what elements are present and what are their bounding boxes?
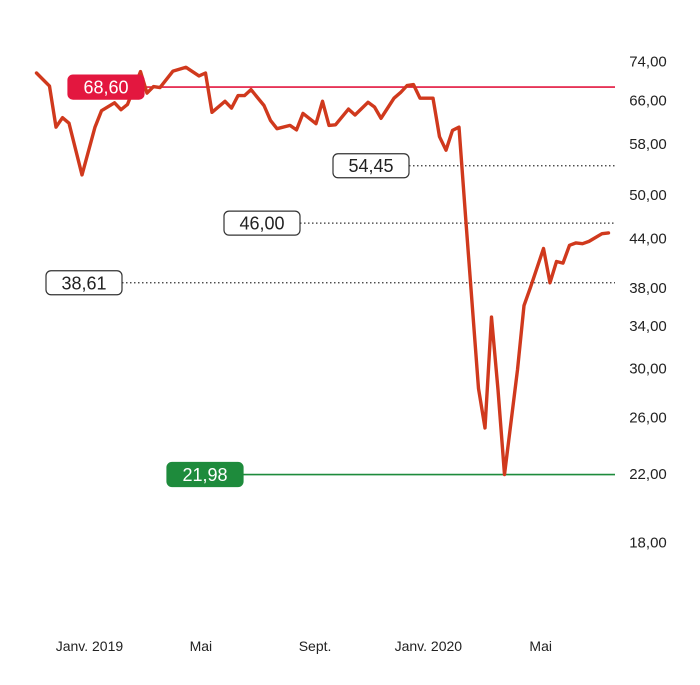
reference-label: 21,98 [182,465,227,485]
x-tick-label: Janv. 2019 [56,638,124,654]
series-layer [34,65,611,477]
y-tick-label: 44,00 [629,230,667,247]
reference-badge [45,270,123,296]
y-tick-label: 18,00 [629,535,667,552]
reference-label: 54,45 [348,156,393,176]
y-tick-label: 58,00 [629,136,667,153]
x-tick-label: Sept. [299,638,332,654]
y-tick-label: 30,00 [629,361,667,378]
reference-badge [67,74,145,100]
x-tick-label: Mai [190,638,213,654]
reference-badge [332,153,410,179]
y-tick-label: 66,00 [629,92,667,109]
x-axis: Janv. 2019 Mai Sept. Janv. 2020 Mai [56,638,552,654]
y-tick-label: 22,00 [629,466,667,483]
reference-badge [166,461,244,488]
y-tick-label: 50,00 [629,187,667,204]
y-axis: 74,00 66,00 58,00 50,00 44,00 38,00 34,00 30,00… [629,53,667,551]
reference-badge [223,210,301,236]
reference-label: 38,61 [61,273,106,293]
x-tick-label: Janv. 2020 [395,638,463,654]
reference-label: 68,60 [83,78,128,98]
y-tick-label: 74,00 [629,53,667,70]
reference-badges: 68,60 54,45 46,00 38,61 21,98 [45,74,410,488]
y-tick-label: 26,00 [629,409,667,426]
price-series-line [34,65,611,477]
x-tick-label: Mai [529,638,552,654]
reference-lines [106,86,615,476]
y-tick-label: 38,00 [629,280,667,297]
y-tick-label: 34,00 [629,318,667,335]
reference-label: 46,00 [239,214,284,234]
